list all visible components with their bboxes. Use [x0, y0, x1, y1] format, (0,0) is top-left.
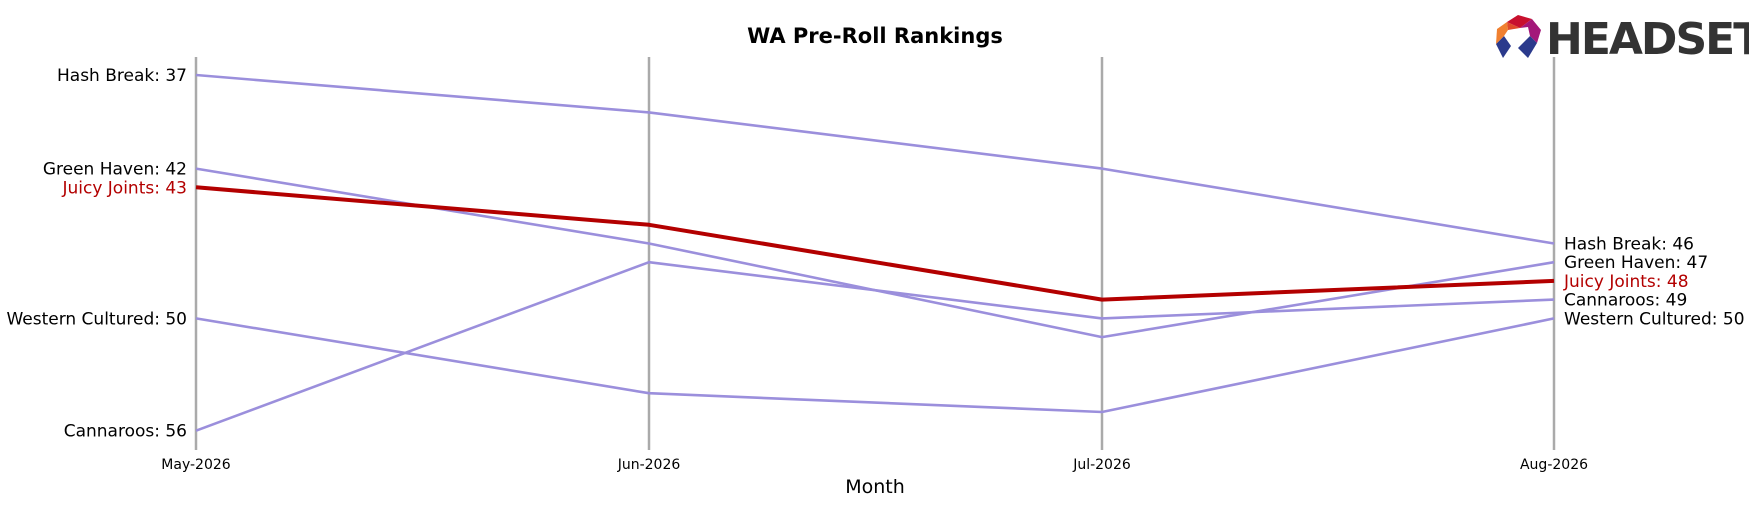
- series-line-juicy-joints: [195, 185, 1555, 302]
- x-tick-label: May-2026: [161, 457, 230, 473]
- right-rank-label: Western Cultured: 50: [1564, 309, 1745, 329]
- series-line-western-cultured: [195, 317, 1555, 414]
- left-rank-label: Cannaroos: 56: [64, 422, 187, 442]
- headset-logo-mark: [1496, 15, 1541, 58]
- left-rank-label: Hash Break: 37: [57, 66, 187, 86]
- left-rank-label: Western Cultured: 50: [6, 309, 187, 329]
- x-tick-label: Aug-2026: [1520, 457, 1588, 473]
- series-line-hash-break: [195, 73, 1555, 245]
- headset-logo-text: HEADSET: [1546, 14, 1749, 65]
- month-gridlines: [194, 57, 1556, 450]
- chart-title: WA Pre-Roll Rankings: [747, 24, 1003, 48]
- right-rank-label: Cannaroos: 49: [1564, 291, 1687, 311]
- series-line-green-haven: [195, 167, 1555, 339]
- x-tick-label: Jul-2026: [1072, 457, 1131, 473]
- series-line-cannaroos: [195, 260, 1555, 432]
- right-rank-label: Green Haven: 47: [1564, 253, 1708, 273]
- headset-logo: HEADSET: [1496, 14, 1749, 65]
- x-tick-label: Jun-2026: [617, 457, 681, 473]
- right-rank-label: Hash Break: 46: [1564, 235, 1694, 255]
- right-rank-label: Juicy Joints: 48: [1563, 272, 1689, 292]
- x-tick-labels: May-2026 Jun-2026 Jul-2026 Aug-2026: [161, 457, 1588, 473]
- left-rank-label: Green Haven: 42: [43, 160, 187, 180]
- x-axis-label: Month: [845, 476, 905, 498]
- left-rank-label: Juicy Joints: 43: [61, 178, 187, 198]
- series-lines: [195, 73, 1555, 432]
